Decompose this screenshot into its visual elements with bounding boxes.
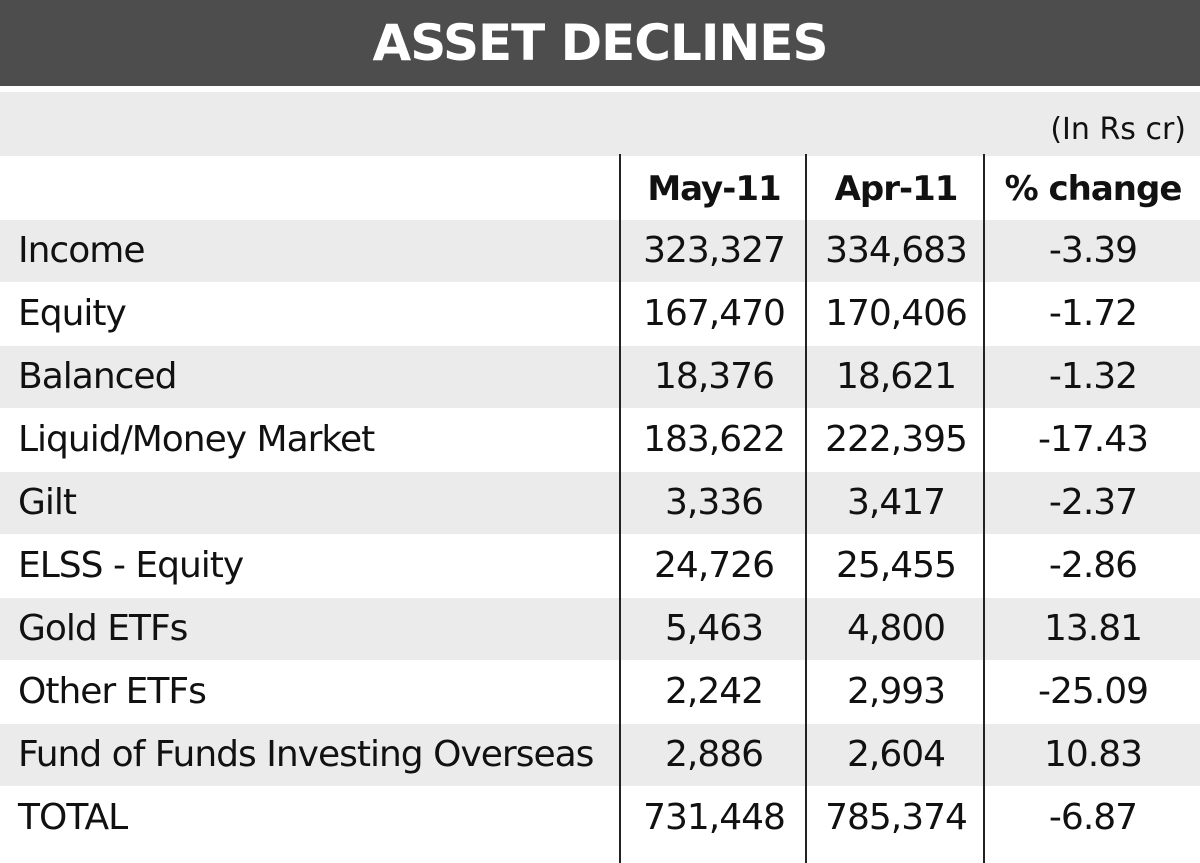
table-title: ASSET DECLINES xyxy=(372,14,829,72)
row-label: Gilt xyxy=(18,482,77,523)
header-band xyxy=(0,158,1200,220)
cell-pct-change: -6.87 xyxy=(1048,797,1138,838)
table-row: Fund of Funds Investing Overseas 2,886 2,6… xyxy=(0,724,1200,786)
row-label: Liquid/Money Market xyxy=(18,419,375,460)
column-divider-2 xyxy=(805,154,807,863)
row-label: Gold ETFs xyxy=(18,608,188,649)
row-label: ELSS - Equity xyxy=(18,545,244,586)
row-label: Income xyxy=(18,230,145,271)
cell-may-11: 18,376 xyxy=(654,356,775,397)
cell-may-11: 167,470 xyxy=(643,293,786,334)
table-row: Income 323,327 334,683 -3.39 xyxy=(0,220,1200,282)
row-label: Other ETFs xyxy=(18,671,207,712)
cell-pct-change: -1.72 xyxy=(1048,293,1138,334)
table-row: Balanced 18,376 18,621 -1.32 xyxy=(0,346,1200,408)
table-row: Liquid/Money Market 183,622 222,395 -17.43 xyxy=(0,409,1200,471)
cell-apr-11: 334,683 xyxy=(825,230,968,271)
cell-may-11: 24,726 xyxy=(654,545,775,586)
cell-pct-change: -25.09 xyxy=(1037,671,1149,712)
cell-may-11: 2,242 xyxy=(664,671,764,712)
column-header-pct-change: % change xyxy=(1004,169,1183,209)
column-divider-1 xyxy=(619,154,621,863)
column-header-apr-11: Apr-11 xyxy=(834,169,959,209)
column-header-may-11: May-11 xyxy=(647,169,781,209)
row-label: Fund of Funds Investing Overseas xyxy=(18,734,594,775)
table-row: Gilt 3,336 3,417 -2.37 xyxy=(0,472,1200,534)
cell-pct-change: 13.81 xyxy=(1043,608,1143,649)
row-label: Balanced xyxy=(18,356,177,397)
cell-pct-change: -3.39 xyxy=(1048,230,1138,271)
cell-apr-11: 25,455 xyxy=(836,545,957,586)
cell-pct-change: 10.83 xyxy=(1043,734,1143,775)
table-row: Equity 167,470 170,406 -1.72 xyxy=(0,283,1200,345)
table-row: Gold ETFs 5,463 4,800 13.81 xyxy=(0,598,1200,660)
cell-pct-change: -1.32 xyxy=(1048,356,1138,397)
table-row: Other ETFs 2,242 2,993 -25.09 xyxy=(0,661,1200,723)
unit-band xyxy=(0,92,1200,156)
cell-pct-change: -2.37 xyxy=(1048,482,1138,523)
unit-note: (In Rs cr) xyxy=(1050,112,1186,147)
cell-apr-11: 2,993 xyxy=(846,671,946,712)
cell-pct-change: -2.86 xyxy=(1048,545,1138,586)
table-row: ELSS - Equity 24,726 25,455 -2.86 xyxy=(0,535,1200,597)
cell-apr-11: 4,800 xyxy=(846,608,946,649)
column-divider-3 xyxy=(983,154,985,863)
cell-apr-11: 3,417 xyxy=(846,482,946,523)
cell-apr-11: 785,374 xyxy=(825,797,968,838)
cell-apr-11: 2,604 xyxy=(846,734,946,775)
cell-apr-11: 222,395 xyxy=(825,419,968,460)
title-bar xyxy=(0,0,1200,86)
cell-apr-11: 170,406 xyxy=(825,293,968,334)
row-label: TOTAL xyxy=(18,797,128,838)
table-row: TOTAL 731,448 785,374 -6.87 xyxy=(0,787,1200,849)
cell-may-11: 183,622 xyxy=(643,419,786,460)
cell-may-11: 5,463 xyxy=(664,608,764,649)
cell-may-11: 2,886 xyxy=(664,734,764,775)
cell-apr-11: 18,621 xyxy=(836,356,957,397)
cell-may-11: 731,448 xyxy=(643,797,786,838)
cell-may-11: 3,336 xyxy=(664,482,764,523)
row-label: Equity xyxy=(18,293,127,334)
cell-pct-change: -17.43 xyxy=(1037,419,1149,460)
cell-may-11: 323,327 xyxy=(643,230,786,271)
